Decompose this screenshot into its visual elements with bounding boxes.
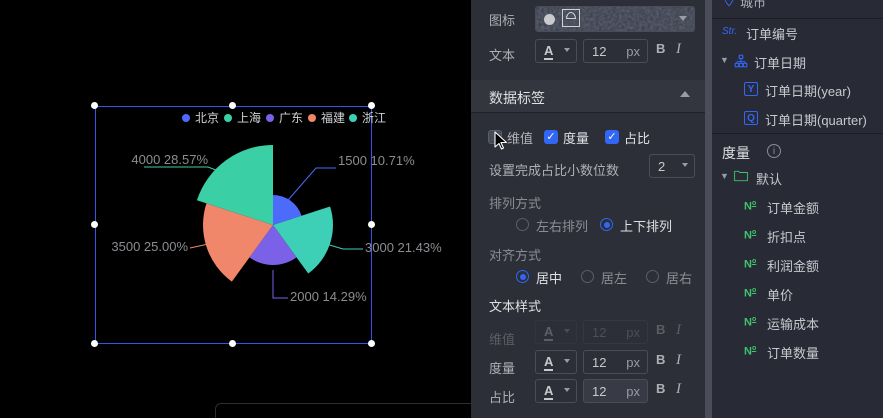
svg-text:北京: 北京 bbox=[195, 111, 219, 125]
svg-text:福建: 福建 bbox=[321, 110, 345, 125]
svg-text:3500 25.00%: 3500 25.00% bbox=[111, 239, 188, 254]
svg-text:2000 14.29%: 2000 14.29% bbox=[290, 289, 367, 304]
svg-text:浙江: 浙江 bbox=[362, 111, 386, 125]
svg-text:广东: 广东 bbox=[279, 111, 303, 125]
svg-text:1500 10.71%: 1500 10.71% bbox=[338, 153, 415, 168]
svg-text:3000 21.43%: 3000 21.43% bbox=[365, 240, 442, 255]
svg-text:上海: 上海 bbox=[237, 110, 261, 125]
svg-text:4000 28.57%: 4000 28.57% bbox=[131, 152, 208, 167]
